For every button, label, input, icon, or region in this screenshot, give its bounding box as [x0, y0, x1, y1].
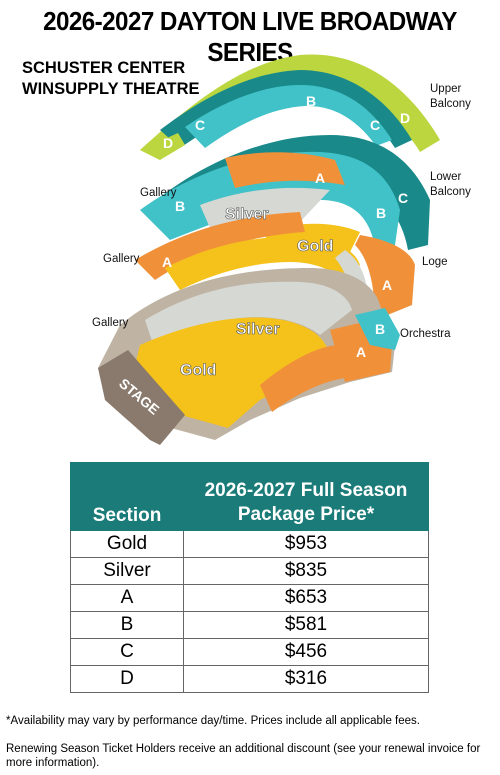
upper-balcony-b [185, 85, 392, 148]
table-row: B $581 [70, 611, 429, 639]
upper-balcony-label-2: Balcony [430, 98, 471, 110]
label-upper-c-right: C [370, 117, 380, 133]
price-header-line-1: 2026-2027 Full Season [204, 480, 408, 501]
orchestra-tier [98, 268, 400, 445]
availability-note: *Availability may vary by performance da… [6, 715, 420, 727]
label-loge-a-right: A [382, 277, 392, 293]
label-lower-c-right: C [398, 190, 408, 206]
upper-balcony-c [160, 70, 412, 148]
section-cell: B [70, 611, 184, 639]
stage [98, 350, 185, 445]
price-header-line-2: Package Price* [237, 504, 375, 525]
loge-label: Loge [422, 256, 448, 268]
renewal-note: Renewing Season Ticket Holders receive a… [6, 743, 481, 769]
label-upper-b: B [306, 93, 316, 109]
upper-balcony-label-1: Upper [430, 83, 461, 95]
section-cell: Gold [70, 530, 184, 558]
upper-balcony-tier [140, 54, 440, 160]
section-column-header: Section [70, 462, 184, 531]
price-table: Section 2026-2027 Full Season Package Pr… [70, 462, 429, 693]
table-row: A $653 [70, 584, 429, 612]
price-cell: $653 [183, 584, 429, 612]
upper-balcony-d-left [140, 133, 185, 160]
price-cell: $835 [183, 557, 429, 585]
gallery-label-orchestra: Gallery [92, 317, 129, 329]
label-orchestra-silver: Silver [236, 321, 280, 338]
table-row: C $456 [70, 638, 429, 666]
price-column-header: 2026-2027 Full Season Package Price* [183, 462, 429, 531]
venue-name: SCHUSTER CENTER WINSUPPLY THEATRE [22, 58, 200, 100]
orchestra-gold [130, 317, 330, 428]
label-lower-silver: Silver [225, 206, 269, 223]
page-title: 2026-2027 DAYTON LIVE BROADWAY SERIES [43, 6, 457, 67]
label-upper-d-right: D [400, 110, 410, 126]
table-row: Gold $953 [70, 530, 429, 558]
label-lower-b-left: B [175, 198, 185, 214]
venue-line-2: WINSUPPLY THEATRE [22, 80, 200, 98]
label-lower-b-right: B [376, 205, 386, 221]
label-lower-a: A [315, 170, 325, 186]
section-cell: D [70, 665, 184, 693]
price-cell: $316 [183, 665, 429, 693]
seating-map: Upper Balcony Lower Balcony Loge Orchest… [92, 54, 471, 445]
table-row: Silver $835 [70, 557, 429, 585]
label-loge-a-left: A [162, 254, 172, 270]
orchestra-b-right [355, 308, 400, 350]
table-row: D $316 [70, 665, 429, 693]
orchestra-a-inner [260, 345, 345, 412]
label-loge-gold: Gold [297, 238, 333, 255]
price-cell: $953 [183, 530, 429, 558]
loge-a-right [355, 235, 415, 320]
lower-balcony-label-2: Balcony [430, 186, 471, 198]
label-orchestra-b: B [375, 321, 385, 337]
lower-balcony-label-1: Lower [430, 171, 461, 183]
label-orchestra-gold: Gold [180, 362, 216, 379]
price-cell: $581 [183, 611, 429, 639]
section-cell: A [70, 584, 184, 612]
gallery-label-upper: Gallery [140, 187, 177, 199]
lower-balcony-a [225, 152, 345, 188]
loge-gold [165, 236, 360, 290]
price-cell: $456 [183, 638, 429, 666]
section-cell: Silver [70, 557, 184, 585]
upper-balcony-d [140, 54, 440, 160]
orchestra-silver [145, 281, 352, 350]
label-upper-c-left: C [195, 117, 205, 133]
orchestra-label: Orchestra [400, 328, 451, 340]
price-table-header: Section 2026-2027 Full Season Package Pr… [70, 462, 429, 531]
venue-line-1: SCHUSTER CENTER [22, 59, 186, 77]
gallery-label-loge: Gallery [103, 253, 140, 265]
label-upper-d-left: D [163, 135, 173, 151]
section-cell: C [70, 638, 184, 666]
label-orchestra-a: A [356, 344, 366, 360]
